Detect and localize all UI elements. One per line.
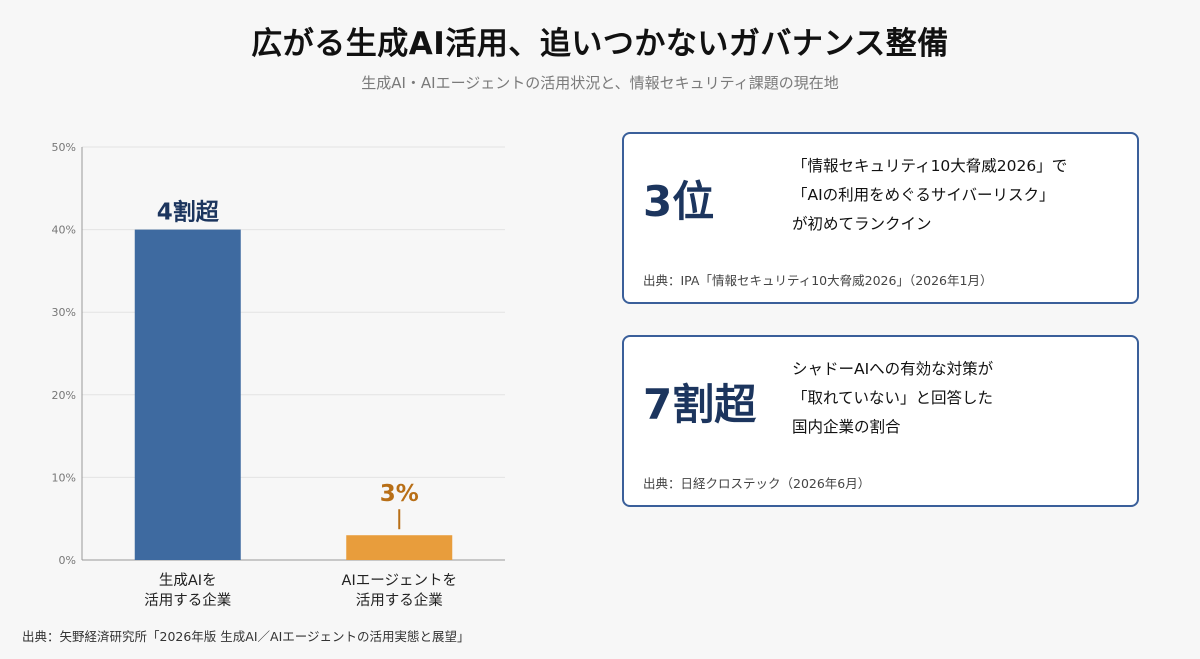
stat-description: シャドーAIへの有効な対策が 「取れていない」と回答した 国内企業の割合 <box>792 360 994 436</box>
bar <box>134 229 241 560</box>
x-category-label: AIエージェントを活用する企業 <box>342 572 457 609</box>
x-category-label: 生成AIを活用する企業 <box>144 572 231 609</box>
stat-source: 出典：IPA「情報セキュリティ10大脅威2026」（2026年1月） <box>643 273 993 288</box>
y-tick-label: 40% <box>52 224 76 237</box>
stat-card-shadow-ai: 7割超 シャドーAIへの有効な対策が 「取れていない」と回答した 国内企業の割合… <box>622 335 1139 507</box>
page-subtitle: 生成AI・AIエージェントの活用状況と、情報セキュリティ課題の現在地 <box>361 74 839 92</box>
stat-value: 3位 <box>643 177 715 226</box>
chart-source: 出典：矢野経済研究所「2026年版 生成AI／AIエージェントの活用実態と展望」 <box>22 629 470 644</box>
bar-value-label: 4割超 <box>157 199 220 226</box>
y-tick-label: 20% <box>52 389 76 402</box>
page-title: 広がる生成AI活用、追いつかないガバナンス整備 <box>251 26 949 62</box>
bar-value-label: 3% <box>380 481 419 507</box>
y-tick-label: 30% <box>52 306 76 319</box>
bar <box>346 535 453 560</box>
stat-description: 「情報セキュリティ10大脅威2026」で 「AIの利用をめぐるサイバーリスク」 … <box>792 157 1068 233</box>
stat-source: 出典：日経クロステック（2026年6月） <box>643 476 871 491</box>
stat-card-security-ranking: 3位 「情報セキュリティ10大脅威2026」で 「AIの利用をめぐるサイバーリス… <box>622 132 1139 304</box>
stat-value: 7割超 <box>643 380 757 429</box>
y-tick-label: 50% <box>52 141 76 154</box>
y-tick-label: 10% <box>52 471 76 484</box>
y-tick-label: 0% <box>59 554 76 567</box>
